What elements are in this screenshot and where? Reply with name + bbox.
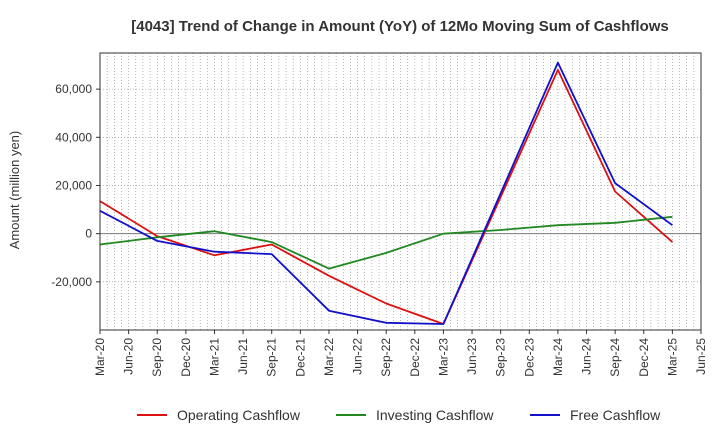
legend-label-operating-cashflow: Operating Cashflow [177,407,301,423]
y-axis-label: Amount (million yen) [7,131,22,250]
x-tick-label: Mar-23 [436,338,450,376]
x-tick-label: Mar-25 [665,338,679,376]
y-tick-label: 60,000 [55,82,92,96]
grid-layer [99,53,702,330]
legend: Operating Cashflow Investing Cashflow Free… [137,407,661,423]
x-tick-label: Sep-20 [150,338,164,377]
x-tick-label: Dec-22 [408,338,422,377]
x-tick-label: Dec-24 [637,338,651,377]
x-tick-label: Mar-21 [207,338,221,376]
free-cashflow-line [99,61,673,325]
x-tick-label: Jun-25 [694,338,708,375]
x-tick-label: Mar-24 [551,338,565,376]
x-tick-label: Jun-20 [122,338,136,375]
chart-title: [4043] Trend of Change in Amount (YoY) o… [131,18,669,35]
legend-label-free-cashflow: Free Cashflow [570,407,661,423]
x-tick-label: Mar-22 [322,338,336,376]
y-tick-label: 0 [85,227,92,241]
x-tick-label: Jun-22 [351,338,365,375]
x-tick-label: Sep-23 [494,338,508,377]
x-tick-label: Sep-22 [379,338,393,377]
x-tick-label: Sep-24 [608,338,622,377]
x-tick-label: Jun-21 [236,338,250,375]
investing-cashflow-line [99,215,673,270]
x-tick-label: Dec-21 [293,338,307,377]
plot-frame [99,52,702,331]
operating-cashflow-line [99,69,673,325]
y-tick-label: -20,000 [51,275,92,289]
legend-label-investing-cashflow: Investing Cashflow [376,407,494,423]
x-axis-ticks: Mar-20 Jun-20 Sep-20 Dec-20 Mar-21 Jun-21 Sep-… [93,330,708,377]
x-tick-label: Dec-20 [179,338,193,377]
y-tick-label: 40,000 [55,130,92,144]
y-tick-label: 20,000 [55,178,92,192]
y-axis-ticks: -20,000 0 20,000 40,000 60,000 [51,82,100,289]
x-tick-label: Sep-21 [265,338,279,377]
x-tick-label: Mar-20 [93,338,107,376]
x-tick-label: Dec-23 [522,338,536,377]
x-tick-label: Jun-23 [465,338,479,375]
x-tick-label: Jun-24 [580,338,594,375]
series-layer [99,61,673,325]
